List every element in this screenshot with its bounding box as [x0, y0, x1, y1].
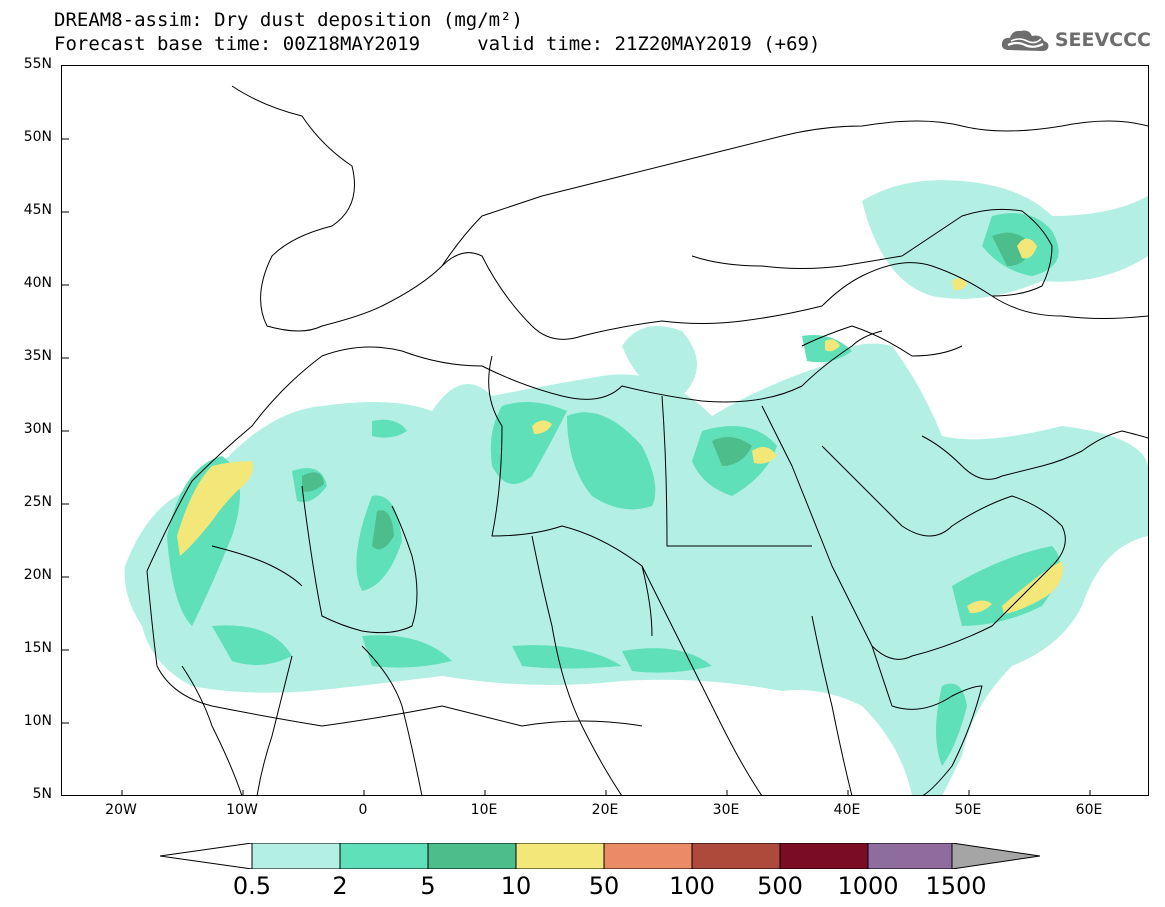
- lon-label-20e: 20E: [591, 802, 619, 818]
- lat-label-25n: 25N: [23, 494, 52, 510]
- lat-label-5n: 5N: [32, 786, 52, 802]
- colorbar-label-0-5: 0.5: [232, 872, 272, 900]
- lat-label-35n: 35N: [23, 348, 52, 364]
- axis-ticks: [62, 138, 1091, 795]
- lon-label-50e: 50E: [954, 802, 982, 818]
- lon-label-0: 0: [358, 802, 368, 818]
- cloud-logo-icon: [1001, 30, 1049, 51]
- lat-label-10n: 10N: [23, 713, 52, 729]
- colorbar-bin-1: [251, 843, 341, 869]
- map-subtitle: Forecast base time: 00Z18MAY2019 valid t…: [54, 33, 821, 55]
- colorbar-bin-4: [515, 843, 605, 869]
- lon-label-60e: 60E: [1075, 802, 1103, 818]
- colorbar-bin-7: [779, 843, 869, 869]
- lat-label-50n: 50N: [23, 129, 52, 145]
- colorbar-label-500: 500: [757, 872, 803, 900]
- colorbar-bin-3: [427, 843, 517, 869]
- map-title: DREAM8-assim: Dry dust deposition (mg/m²…: [54, 9, 523, 31]
- colorbar-label-2: 2: [332, 872, 348, 900]
- lon-label-40e: 40E: [833, 802, 861, 818]
- colorbar: [160, 843, 1040, 869]
- colorbar-under-triangle: [160, 843, 253, 869]
- colorbar-over-triangle: [951, 843, 1040, 869]
- colorbar-bin-8: [867, 843, 957, 869]
- map-canvas: [62, 85, 1148, 795]
- lat-label-40n: 40N: [23, 275, 52, 291]
- lat-label-55n: 55N: [23, 56, 52, 72]
- colorbar-label-5: 5: [420, 872, 436, 900]
- lon-label-10e: 10E: [470, 802, 498, 818]
- dust-deposition-map: [61, 65, 1149, 796]
- brand-logo: SEEVCCC: [999, 26, 1151, 54]
- lat-label-45n: 45N: [23, 202, 52, 218]
- lon-label-20w: 20W: [105, 802, 137, 818]
- colorbar-label-100: 100: [669, 872, 715, 900]
- brand-name: SEEVCCC: [1054, 29, 1151, 51]
- colorbar-label-1000: 1000: [837, 872, 899, 900]
- lon-label-30e: 30E: [712, 802, 740, 818]
- colorbar-label-50: 50: [588, 872, 620, 900]
- colorbar-bin-2: [339, 843, 429, 869]
- lat-label-20n: 20N: [23, 567, 52, 583]
- colorbar-bin-6: [691, 843, 781, 869]
- lat-label-15n: 15N: [23, 640, 52, 656]
- colorbar-label-10: 10: [500, 872, 532, 900]
- coastlines-and-borders: [146, 85, 1148, 795]
- lon-label-10w: 10W: [226, 802, 258, 818]
- lat-label-30n: 30N: [23, 421, 52, 437]
- colorbar-bin-5: [603, 843, 693, 869]
- colorbar-label-1500: 1500: [925, 872, 987, 900]
